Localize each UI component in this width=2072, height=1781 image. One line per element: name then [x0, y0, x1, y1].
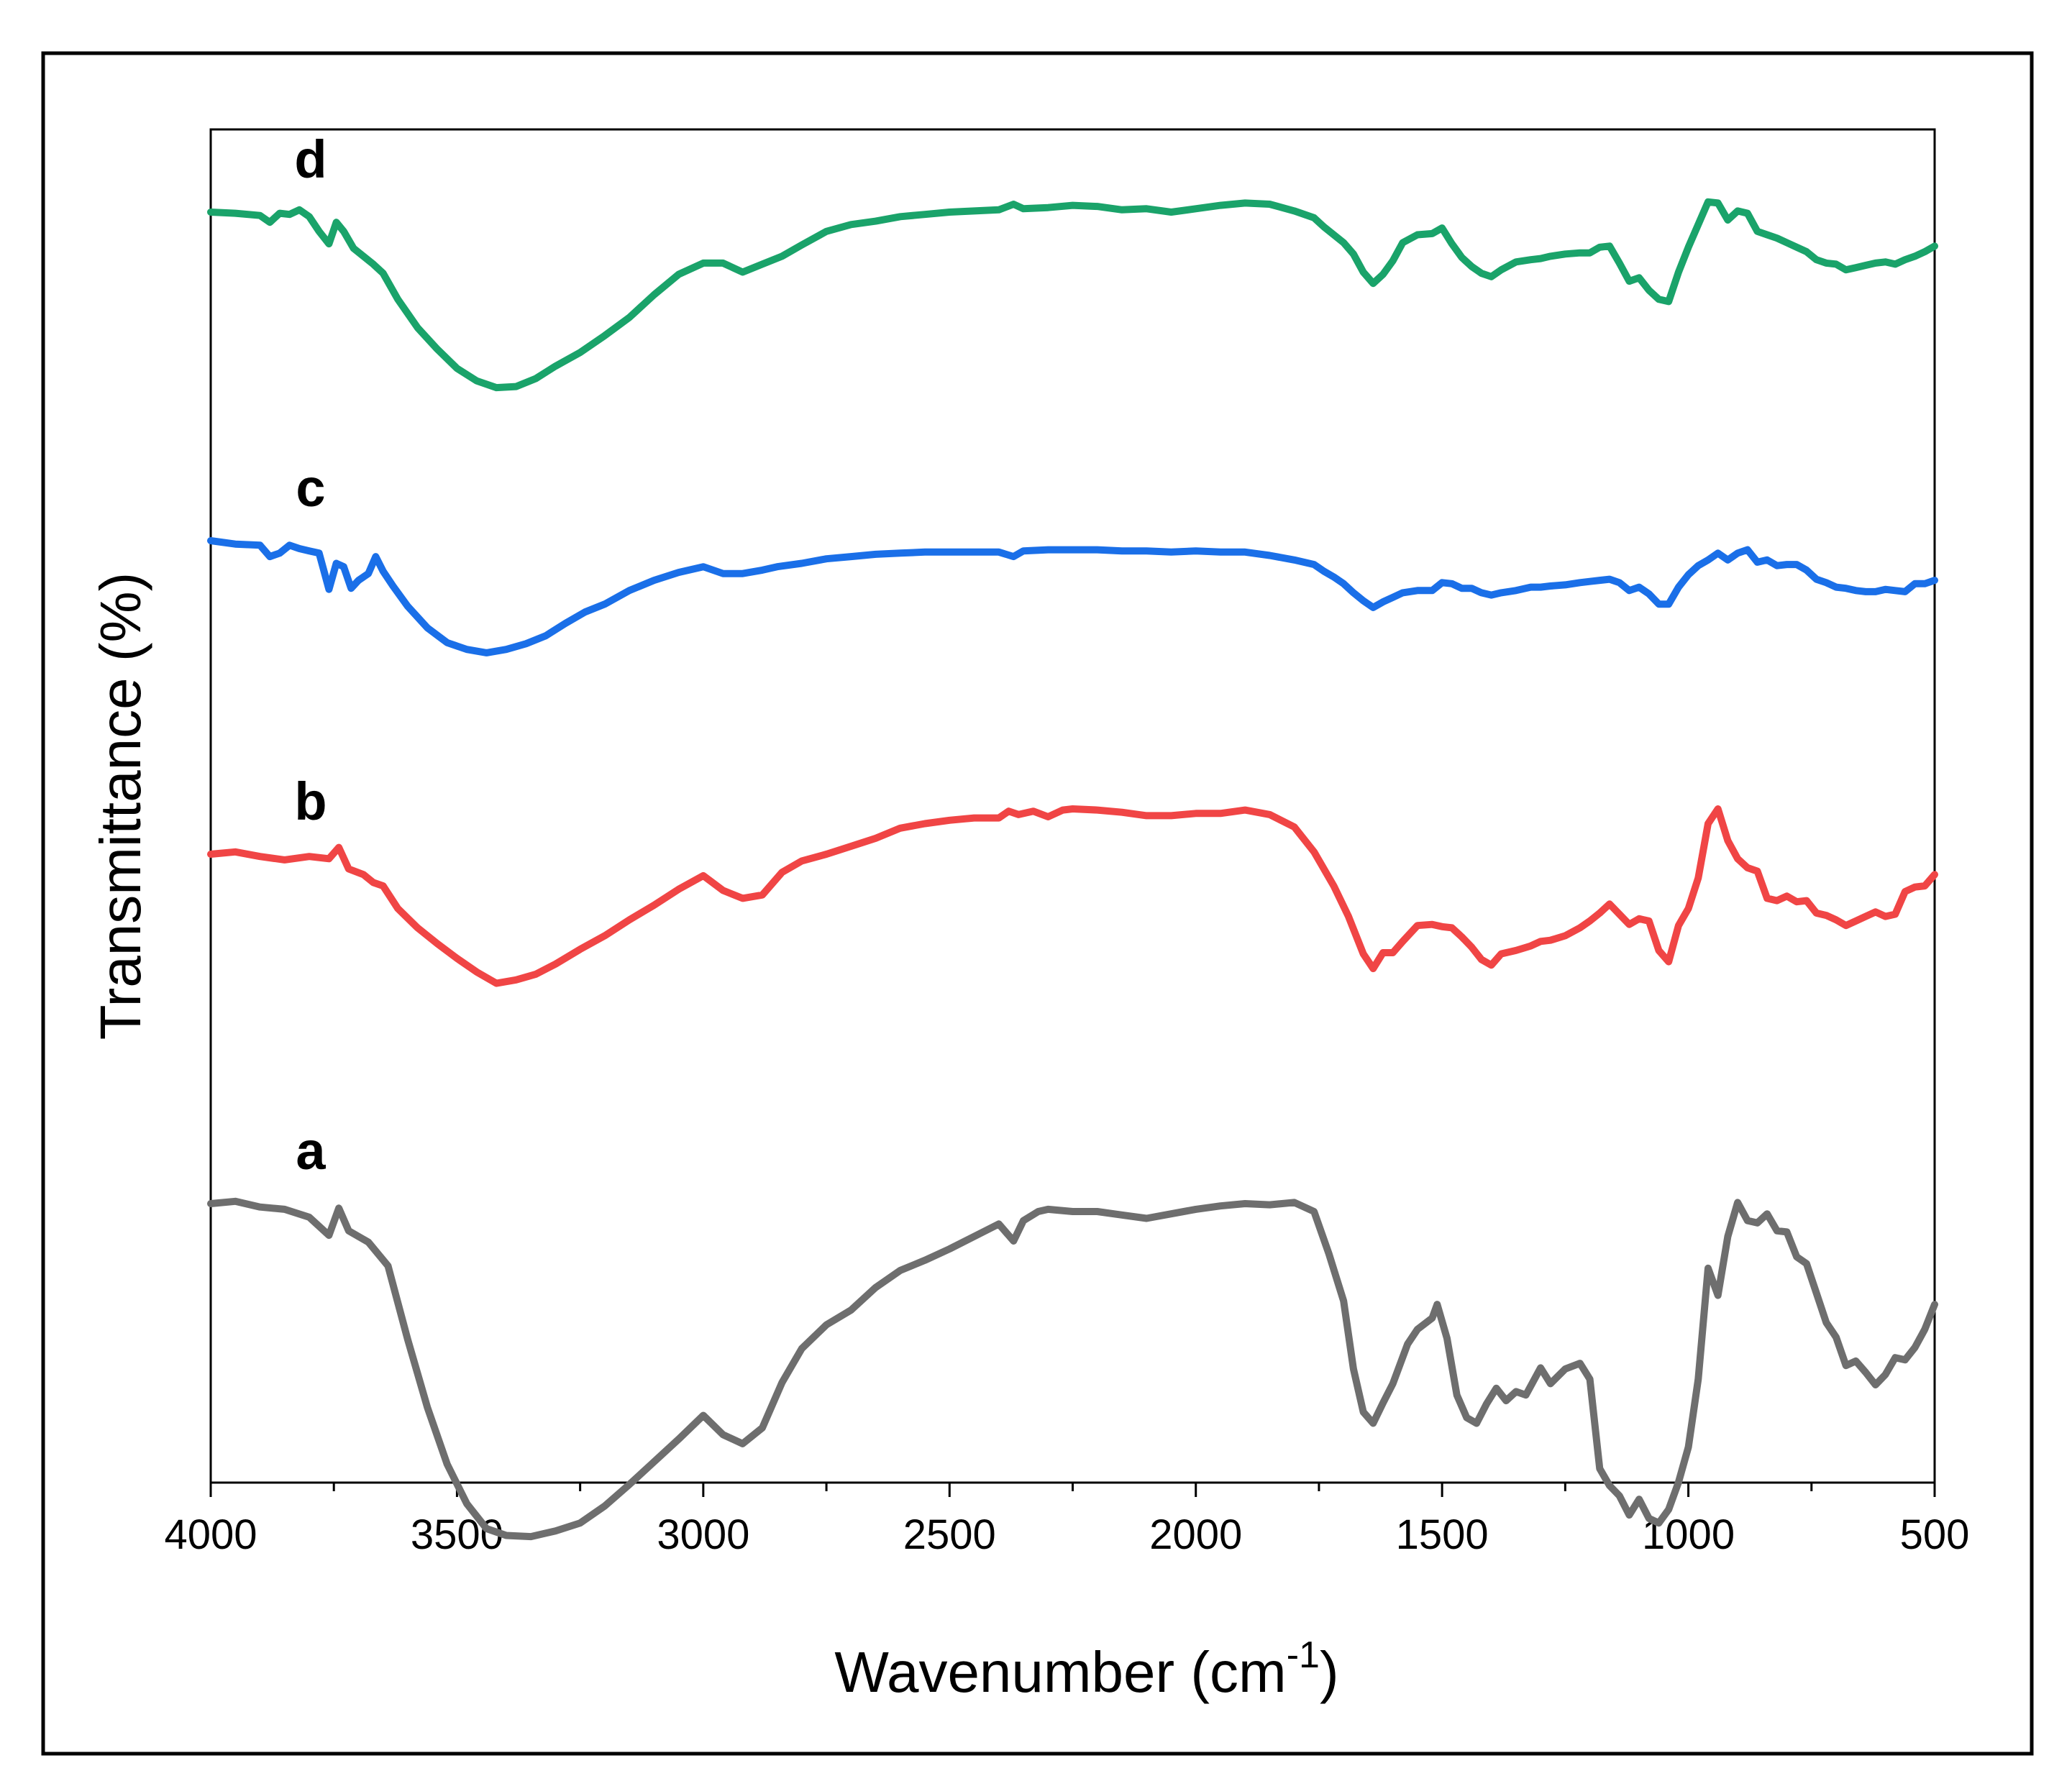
x-tick-label: 3000 — [657, 1511, 749, 1558]
series-line-b — [207, 805, 1938, 987]
x-axis-title: Wavenumber (cm-1) — [834, 1634, 1338, 1704]
figure-border — [41, 51, 2034, 1756]
y-axis-title: Transmittance (%) — [88, 572, 152, 1040]
series-lines — [207, 198, 1938, 1541]
x-tick-label: 1500 — [1396, 1511, 1489, 1558]
x-axis-ticks: 4000 3500 3000 2500 2000 1500 1000 500 — [164, 1483, 1969, 1558]
series-label-a: a — [296, 1121, 326, 1181]
series-line-a — [207, 1197, 1938, 1541]
series-label-b: b — [294, 772, 327, 831]
series-line-d — [207, 198, 1938, 392]
x-axis-title-superscript: -1 — [1287, 1634, 1320, 1676]
series-label-c: c — [296, 458, 325, 518]
x-tick-label: 4000 — [164, 1511, 257, 1558]
x-tick-label: 500 — [1900, 1511, 1970, 1558]
x-axis-title-suffix: ) — [1320, 1640, 1339, 1704]
x-tick-label: 3500 — [411, 1511, 503, 1558]
x-axis-title-main: Wavenumber (cm — [834, 1640, 1286, 1704]
series-line-c — [207, 537, 1938, 656]
series-label-d: d — [294, 129, 327, 189]
x-tick-label: 2500 — [903, 1511, 996, 1558]
series-labels: a b c d — [294, 129, 327, 1181]
x-tick-label: 2000 — [1149, 1511, 1242, 1558]
